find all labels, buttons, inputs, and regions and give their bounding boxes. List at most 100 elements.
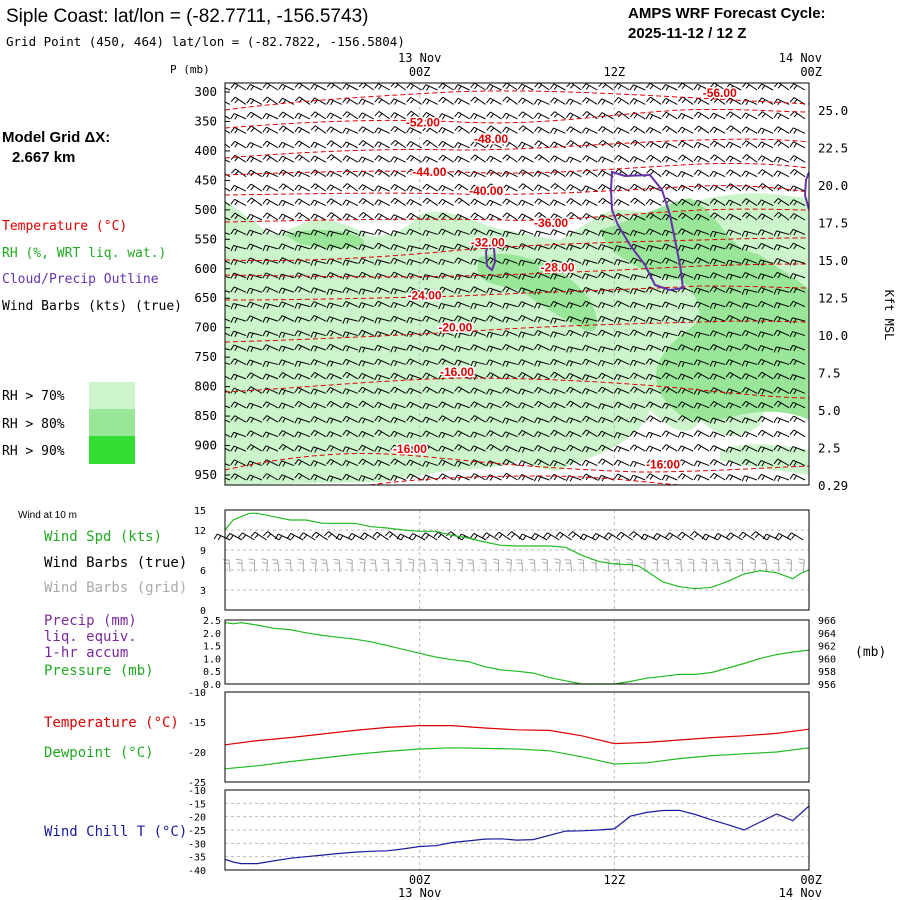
- wind-barb: [549, 229, 566, 236]
- wind-speed-tick-label: 9: [200, 546, 206, 557]
- wind-barb-grid: [320, 559, 329, 573]
- wind-barb: [278, 83, 295, 91]
- wind-barb: [262, 170, 279, 178]
- wind-barb: [358, 458, 374, 466]
- wind-barb: [517, 446, 534, 453]
- temperature-contour: [225, 138, 809, 159]
- wind-barb: [645, 245, 662, 252]
- wind-barb: [725, 359, 742, 366]
- wind-chill-panel: -40 -35 -30 -25 -20 -15 -10: [188, 786, 810, 877]
- wind-barb: [294, 184, 311, 192]
- wind-barb: [294, 344, 311, 351]
- wind-barb: [566, 346, 582, 353]
- wind-barb: [310, 125, 327, 134]
- wind-barb: [278, 474, 295, 481]
- wind-barb: [310, 345, 326, 352]
- wind-barb-grid: [798, 558, 805, 573]
- wind-chill-tick-label: -10: [188, 786, 206, 797]
- wind-barb: [470, 184, 486, 192]
- wind-barb: [629, 229, 646, 237]
- pressure-tick-label: 800: [194, 379, 217, 394]
- wind-barb: [230, 113, 247, 120]
- wind-barb: [565, 386, 582, 394]
- wind-barb: [693, 315, 710, 322]
- wind-barb: [326, 431, 343, 438]
- wind-barb: [677, 415, 694, 423]
- wind-barb: [566, 211, 582, 221]
- wind-speed-tick-label: 0: [200, 606, 206, 617]
- wind-barb: [310, 229, 327, 236]
- wind-barb: [225, 447, 231, 452]
- pressure-tick-label: 550: [194, 231, 217, 246]
- wind-barb: [358, 112, 374, 120]
- wind-barb: [549, 446, 566, 453]
- wind-barb: [278, 199, 295, 207]
- wind-barb: [517, 301, 534, 308]
- wind-barb: [358, 156, 374, 163]
- pressure-tick-label: 900: [194, 438, 217, 453]
- wind-barb: [757, 300, 774, 308]
- wind-barb: [629, 301, 646, 309]
- wind-barb: [438, 473, 454, 481]
- wind-barb: [502, 112, 518, 120]
- wind-barb: [406, 110, 422, 120]
- wind-barb: [294, 401, 311, 409]
- wind-barb: [422, 460, 438, 468]
- rh-90-label: RH > 90%: [2, 444, 65, 459]
- wind-barb: [581, 300, 598, 308]
- wind-barb: [725, 213, 742, 221]
- wind-barb: [757, 460, 774, 467]
- wind-barb: [454, 359, 470, 366]
- wind-barb: [629, 345, 646, 353]
- precip-tick-label: 2.5: [203, 616, 221, 627]
- wind-barb: [454, 345, 470, 353]
- wind-barb: [757, 229, 774, 236]
- wind-barb: [326, 360, 342, 367]
- wind-barb: [225, 143, 231, 149]
- wind-barb: [454, 331, 470, 339]
- wind10m-panel: 0 3 6 9 12 15: [194, 506, 810, 617]
- rh-80-area-left: [285, 229, 365, 249]
- wind-barb: [661, 359, 678, 366]
- wind-barb: [374, 242, 390, 250]
- wind-barb: [278, 372, 295, 380]
- wind-barb: [294, 360, 310, 367]
- wind-barb: [629, 274, 646, 281]
- wind-barb: [773, 244, 790, 251]
- wind-barb: [294, 96, 311, 105]
- wind-barb: [230, 459, 247, 467]
- wind-barb: [741, 343, 758, 351]
- bottom-date-label: 14 Nov: [779, 886, 822, 900]
- wind-barb: [358, 329, 374, 337]
- wind-barb: [454, 155, 470, 163]
- wind-barb: [342, 169, 359, 178]
- wind-barb: [326, 343, 343, 351]
- temperature-panel-frame: [224, 691, 810, 783]
- wind-barb: [374, 473, 390, 481]
- wind-barb: [342, 199, 358, 207]
- wind-barb: [789, 387, 806, 395]
- wind-barb: [677, 83, 694, 91]
- wind-barb: [565, 372, 582, 380]
- wind-barb: [645, 431, 662, 439]
- wind-barb: [225, 348, 231, 351]
- pressure-unit-label: (mb): [855, 645, 886, 660]
- pressure-tick-label: 956: [818, 680, 836, 691]
- wind-barb: [693, 372, 710, 380]
- wind-barb: [438, 344, 454, 351]
- wind-barb: [709, 230, 726, 238]
- wind-barb: [438, 303, 454, 310]
- wind-barb: [358, 346, 374, 353]
- precip-legend-1: Precip (mm): [44, 613, 137, 629]
- wind-barb: [454, 183, 470, 192]
- wind-barb: [757, 331, 774, 338]
- wind-barb: [645, 358, 662, 365]
- wind-barb: [390, 156, 406, 163]
- temperature-contour-label: -16.00: [393, 442, 427, 456]
- wind-barb: [502, 126, 518, 134]
- rh-80-label: RH > 80%: [2, 417, 65, 432]
- wind-barb: [725, 83, 742, 91]
- wind-barb: [310, 169, 327, 178]
- wind-barb: [645, 303, 662, 310]
- wind-barb: [326, 417, 342, 424]
